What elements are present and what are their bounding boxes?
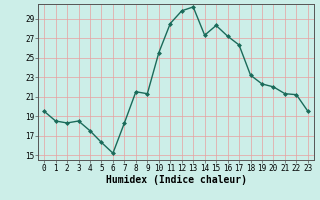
X-axis label: Humidex (Indice chaleur): Humidex (Indice chaleur)	[106, 175, 246, 185]
